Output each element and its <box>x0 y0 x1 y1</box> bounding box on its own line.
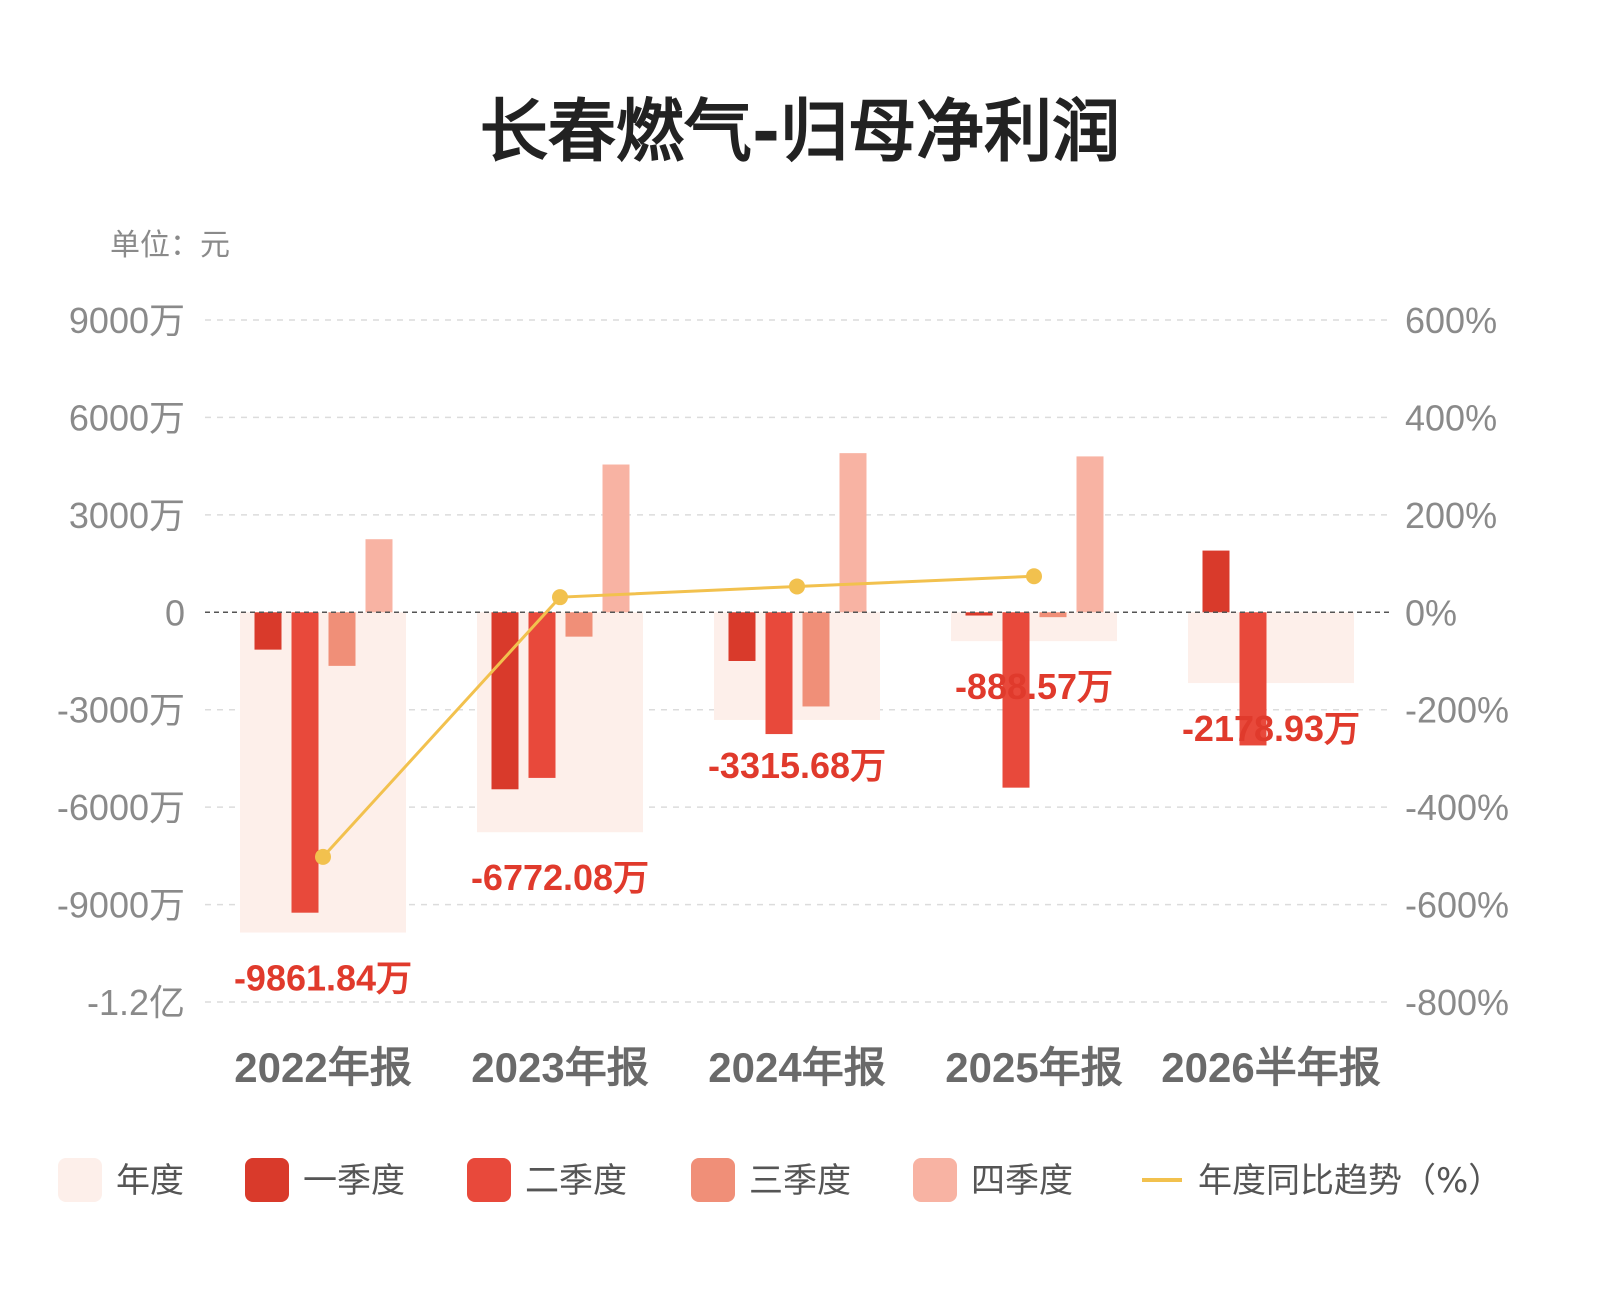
left-tick-label: 3000万 <box>69 495 185 536</box>
legend-swatch <box>691 1158 735 1202</box>
quarter-bar-q2 <box>291 612 319 913</box>
right-axis-ticks: 600% 400% 200% 0% -200% -400% -600% -800% <box>1405 300 1509 1023</box>
data-label: -888.57万 <box>955 666 1113 707</box>
left-axis-ticks: 9000万 6000万 3000万 0 -3000万 -6000万 -9000万 -1.2亿 <box>57 300 185 1023</box>
annual-bar <box>240 612 406 933</box>
data-label: -6772.08万 <box>471 857 649 898</box>
right-tick-label: 400% <box>1405 397 1497 438</box>
right-tick-label: -800% <box>1405 982 1509 1023</box>
left-tick-label: 0 <box>165 592 185 633</box>
legend-label: 三季度 <box>749 1161 851 1201</box>
data-label: -3315.68万 <box>708 745 886 786</box>
quarter-bar-q4 <box>1076 456 1104 613</box>
legend: 年度 一季度 二季度 三季度 四季度 年度同比趋势（%） <box>58 1158 1502 1202</box>
quarter-bar-q1 <box>1202 550 1230 613</box>
quarter-bar-q2 <box>765 612 793 735</box>
right-tick-label: 200% <box>1405 495 1497 536</box>
data-label: -9861.84万 <box>234 958 412 999</box>
quarter-bar-q2 <box>528 612 556 778</box>
quarter-bar-q3 <box>1039 612 1067 618</box>
category-labels: 2022年报 2023年报 2024年报 2025年报 2026半年报 <box>234 1044 1380 1091</box>
legend-swatch <box>58 1158 102 1202</box>
quarter-bar-q4 <box>365 539 393 613</box>
quarter-bar-q4 <box>839 453 867 613</box>
quarter-bar-q3 <box>328 612 356 666</box>
right-tick-label: -200% <box>1405 690 1509 731</box>
quarter-bar-q1 <box>965 612 993 616</box>
unit-label: 单位：元 <box>110 228 230 263</box>
legend-label: 年度同比趋势（%） <box>1198 1161 1502 1201</box>
legend-label: 一季度 <box>303 1161 405 1201</box>
category-label: 2025年报 <box>945 1044 1122 1091</box>
right-tick-label: 600% <box>1405 300 1497 341</box>
annual-bar <box>951 612 1117 642</box>
data-labels: -9861.84万 -6772.08万 -3315.68万 -888.57万 -2178… <box>234 666 1360 998</box>
chart-title: 长春燃气-归母净利润 <box>480 93 1120 172</box>
quarter-bar-q3 <box>802 612 830 707</box>
left-tick-label: 6000万 <box>69 397 185 438</box>
trend-point <box>789 578 805 595</box>
quarter-bars <box>254 453 1267 913</box>
category-label: 2022年报 <box>234 1044 411 1091</box>
legend-swatch <box>245 1158 289 1202</box>
legend-label: 年度 <box>116 1161 184 1201</box>
quarter-bar-q1 <box>254 612 282 650</box>
trend-point <box>552 589 568 606</box>
quarter-bar-q1 <box>491 612 519 790</box>
legend-label: 二季度 <box>525 1161 627 1201</box>
category-label: 2023年报 <box>471 1044 648 1091</box>
left-tick-label: -6000万 <box>57 787 185 828</box>
quarter-bar-q2 <box>1002 612 1030 788</box>
quarter-bar-q4 <box>602 464 630 613</box>
left-tick-label: -3000万 <box>57 690 185 731</box>
left-tick-label: 9000万 <box>69 300 185 341</box>
category-label: 2026半年报 <box>1161 1044 1380 1091</box>
category-label: 2024年报 <box>708 1044 885 1091</box>
trend-polyline <box>321 574 1035 858</box>
trend-line <box>315 568 1042 865</box>
legend-label: 四季度 <box>971 1161 1073 1201</box>
trend-point <box>315 848 331 865</box>
right-tick-label: 0% <box>1405 592 1457 633</box>
legend-swatch <box>467 1158 511 1202</box>
quarter-bar-q3 <box>565 612 593 637</box>
data-label: -2178.93万 <box>1182 708 1360 749</box>
trend-point <box>1026 568 1042 585</box>
left-tick-label: -1.2亿 <box>87 982 185 1023</box>
right-tick-label: -600% <box>1405 885 1509 926</box>
left-tick-label: -9000万 <box>57 885 185 926</box>
legend-swatch <box>913 1158 957 1202</box>
quarter-bar-q2 <box>1239 612 1267 746</box>
quarter-bar-q1 <box>728 612 756 661</box>
right-tick-label: -400% <box>1405 787 1509 828</box>
annual-bar <box>1188 612 1354 684</box>
